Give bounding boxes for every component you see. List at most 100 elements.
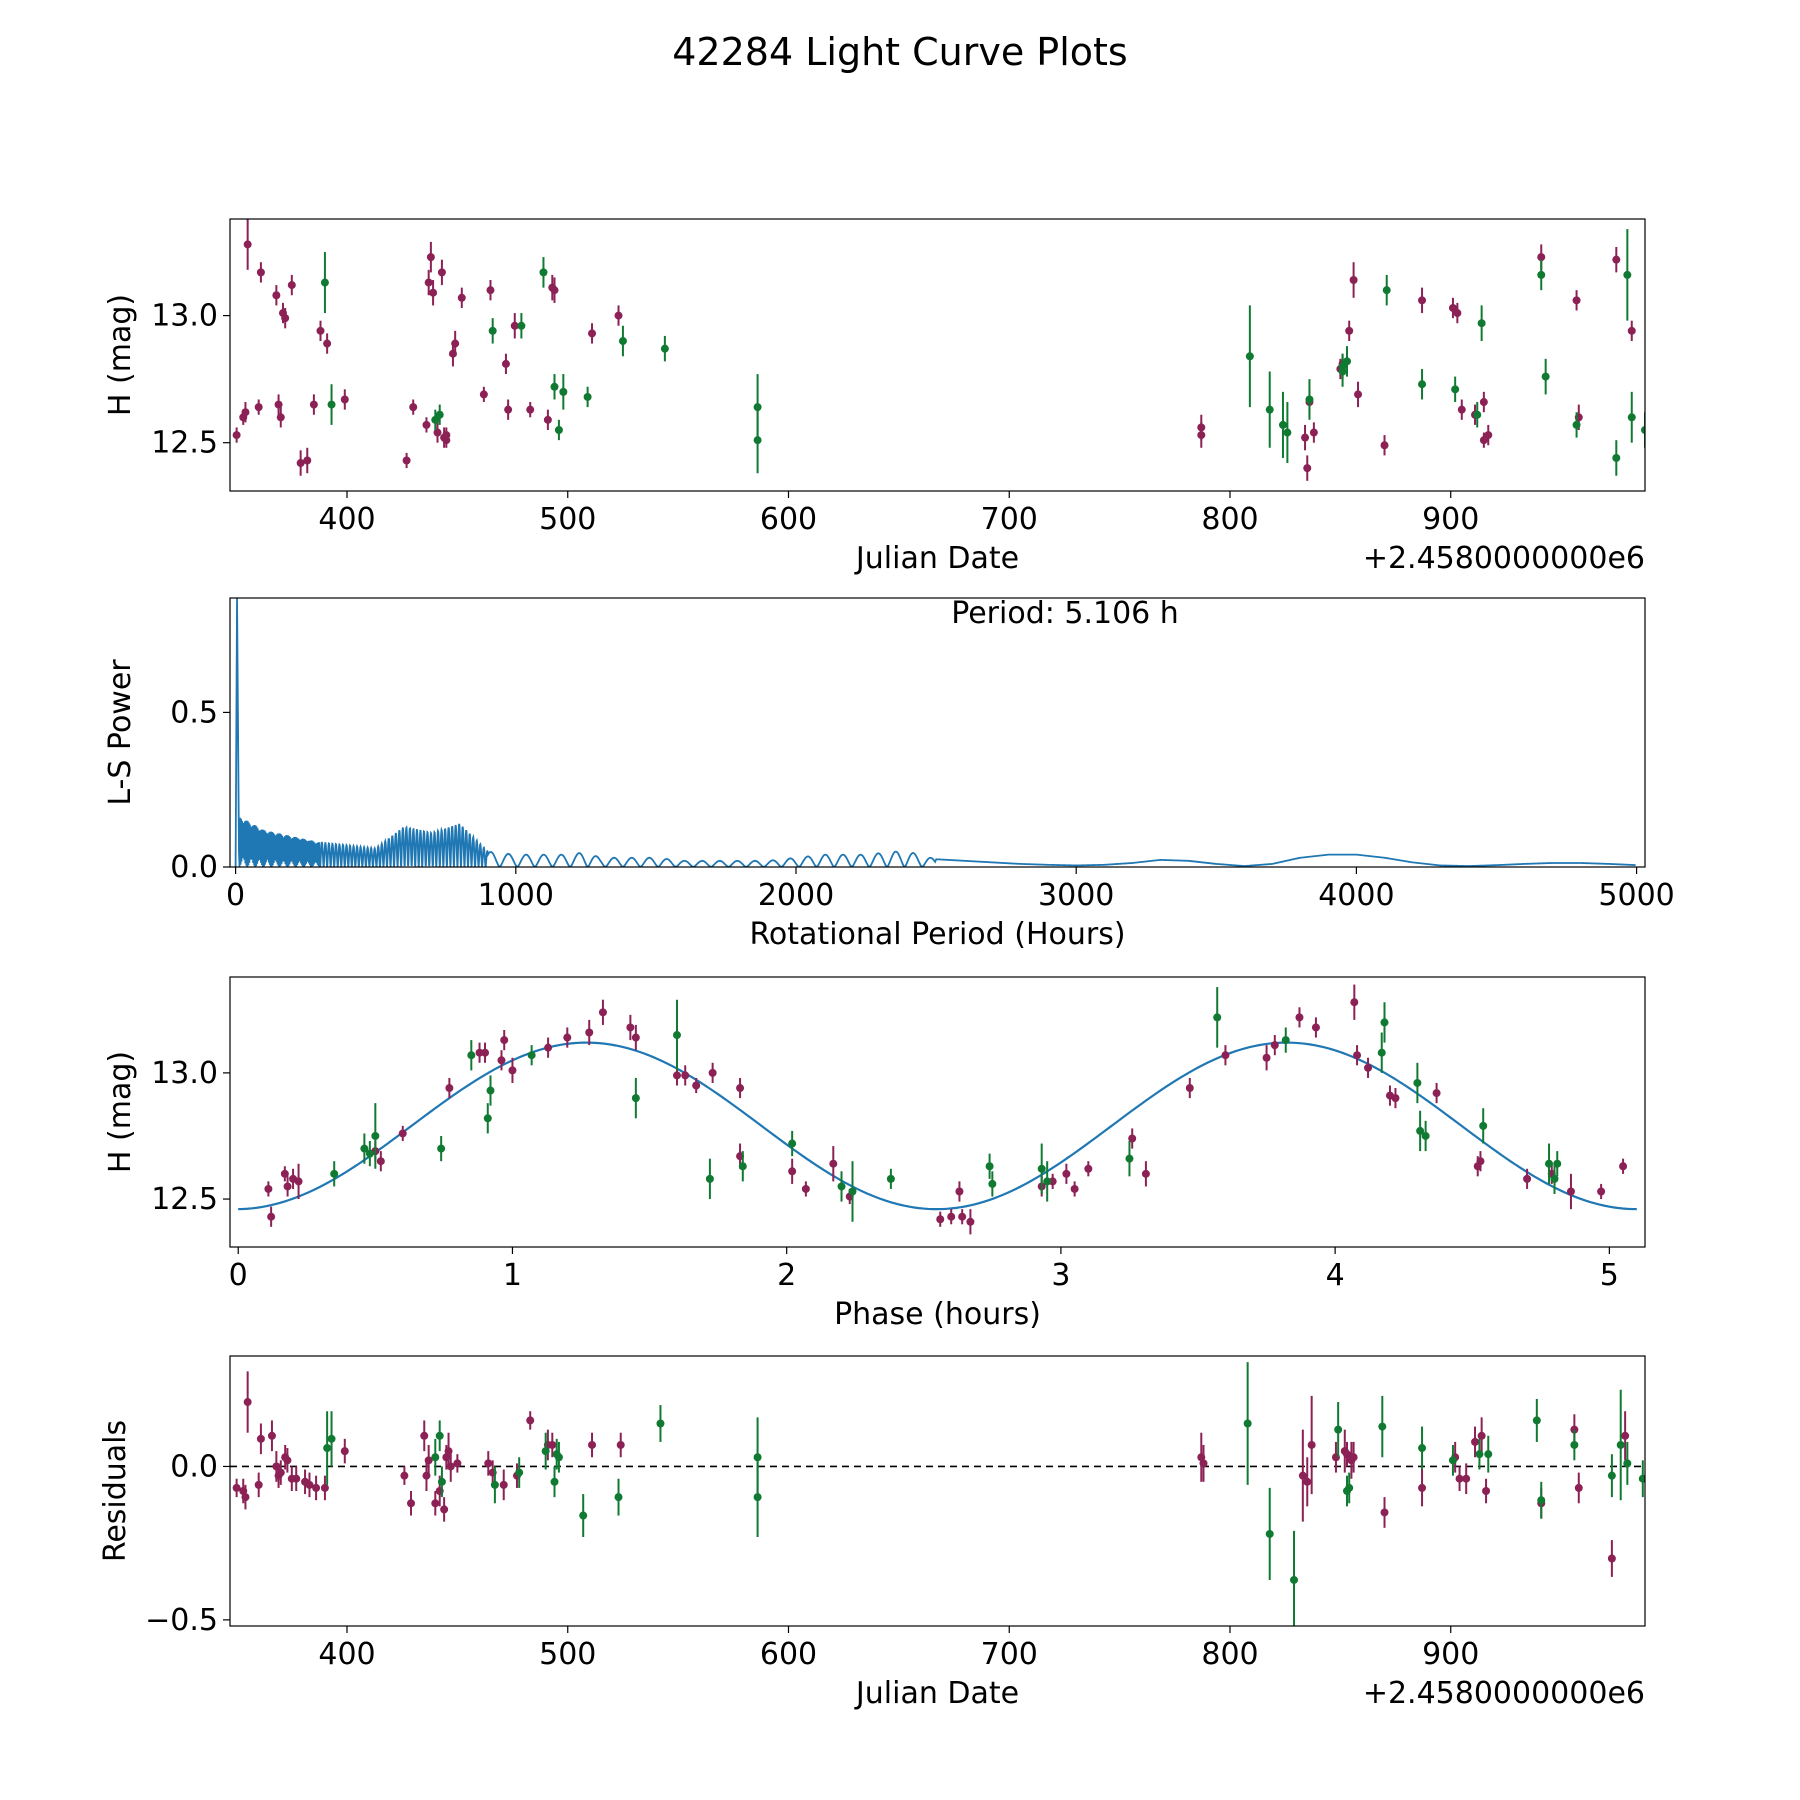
data-point bbox=[1477, 319, 1486, 328]
data-point bbox=[1572, 296, 1581, 305]
data-point bbox=[274, 400, 283, 409]
data-point bbox=[330, 1169, 339, 1178]
data-point bbox=[1477, 1431, 1486, 1440]
data-point bbox=[490, 1480, 499, 1489]
data-point bbox=[1262, 1053, 1271, 1062]
data-point bbox=[947, 1212, 956, 1221]
data-point bbox=[280, 1169, 289, 1178]
data-point bbox=[1377, 1048, 1386, 1057]
x-tick-label: 1 bbox=[503, 1258, 522, 1293]
data-point bbox=[1349, 1453, 1358, 1462]
data-point bbox=[708, 1068, 717, 1077]
data-point bbox=[579, 1511, 588, 1520]
data-point bbox=[429, 288, 438, 297]
data-point bbox=[1627, 326, 1636, 335]
data-point bbox=[1627, 413, 1636, 422]
data-point bbox=[886, 1174, 895, 1183]
data-point bbox=[254, 403, 263, 412]
data-point bbox=[517, 321, 526, 330]
data-point bbox=[1566, 1187, 1575, 1196]
data-point bbox=[526, 1416, 535, 1425]
plot-area bbox=[234, 598, 1636, 867]
data-point bbox=[1616, 1440, 1625, 1449]
data-point bbox=[705, 1174, 714, 1183]
data-point bbox=[309, 400, 318, 409]
data-point bbox=[598, 1008, 607, 1017]
data-point bbox=[486, 286, 495, 295]
data-point bbox=[1048, 1177, 1057, 1186]
data-point bbox=[1265, 1529, 1274, 1538]
data-point bbox=[1345, 1483, 1354, 1492]
data-point bbox=[1448, 1456, 1457, 1465]
data-point bbox=[445, 1084, 454, 1093]
data-point bbox=[371, 1131, 380, 1140]
x-tick-label: 2000 bbox=[758, 878, 834, 913]
data-point bbox=[1303, 1477, 1312, 1486]
series-filter-1 bbox=[264, 984, 1628, 1235]
data-point bbox=[1353, 1051, 1362, 1060]
data-point bbox=[548, 1440, 557, 1449]
data-point bbox=[1484, 1450, 1493, 1459]
data-point bbox=[554, 425, 563, 434]
data-point bbox=[1570, 1440, 1579, 1449]
data-point bbox=[1476, 1157, 1485, 1166]
x-tick-label: 900 bbox=[1422, 1637, 1479, 1672]
data-point bbox=[1418, 380, 1427, 389]
data-point bbox=[281, 314, 290, 323]
data-point bbox=[985, 1162, 994, 1171]
data-point bbox=[1455, 1474, 1464, 1483]
data-point bbox=[801, 1184, 810, 1193]
data-point bbox=[1597, 1187, 1606, 1196]
series-filter-2 bbox=[323, 1362, 1645, 1626]
data-point bbox=[398, 1129, 407, 1138]
data-point bbox=[1416, 1126, 1425, 1135]
data-point bbox=[1537, 1496, 1546, 1505]
data-point bbox=[504, 405, 513, 414]
data-point bbox=[1342, 1450, 1351, 1459]
panel-residuals: 400 500 600 700 800 900 0.0 −0.5 Julian Date Resi… bbox=[98, 1355, 1646, 1711]
data-point bbox=[426, 253, 435, 262]
data-point bbox=[550, 1477, 559, 1486]
axes-frame bbox=[229, 597, 1646, 868]
data-point bbox=[1382, 286, 1391, 295]
data-point bbox=[1311, 1023, 1320, 1032]
data-point bbox=[1278, 420, 1287, 429]
data-point bbox=[1307, 1440, 1316, 1449]
data-point bbox=[1354, 390, 1363, 399]
data-point bbox=[422, 420, 431, 429]
data-point bbox=[672, 1071, 681, 1080]
data-point bbox=[1475, 1450, 1484, 1459]
data-point bbox=[407, 1499, 416, 1508]
data-point bbox=[544, 1043, 553, 1052]
data-point bbox=[614, 311, 623, 320]
data-point bbox=[287, 281, 296, 290]
data-point bbox=[1303, 464, 1312, 473]
data-point bbox=[1418, 1444, 1427, 1453]
model-curve bbox=[238, 1041, 1637, 1211]
data-point bbox=[256, 268, 265, 277]
data-point bbox=[340, 395, 349, 404]
data-point bbox=[1537, 270, 1546, 279]
data-point bbox=[431, 1499, 440, 1508]
data-point bbox=[1270, 1041, 1279, 1050]
series-filter-2 bbox=[330, 987, 1562, 1222]
data-point bbox=[264, 1184, 273, 1193]
data-point bbox=[442, 431, 451, 440]
data-point bbox=[1245, 352, 1254, 361]
data-point bbox=[327, 400, 336, 409]
data-point bbox=[1451, 385, 1460, 394]
data-point bbox=[1062, 1169, 1071, 1178]
data-point bbox=[435, 1431, 444, 1440]
data-point bbox=[437, 268, 446, 277]
x-tick-label: 5000 bbox=[1598, 878, 1674, 913]
data-point bbox=[1380, 1018, 1389, 1027]
data-point bbox=[1141, 1169, 1150, 1178]
data-point bbox=[1378, 1422, 1387, 1431]
x-tick-label: 500 bbox=[539, 1637, 596, 1672]
data-point bbox=[1309, 428, 1318, 437]
periodogram-line bbox=[234, 598, 1636, 867]
data-point bbox=[543, 415, 552, 424]
data-point bbox=[508, 1066, 517, 1075]
data-point bbox=[1301, 433, 1310, 442]
x-tick-label: 400 bbox=[318, 1637, 375, 1672]
